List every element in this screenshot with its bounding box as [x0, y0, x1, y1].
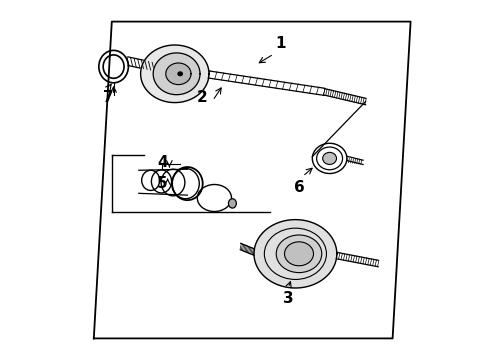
Polygon shape	[254, 220, 337, 288]
Text: 6: 6	[294, 180, 304, 195]
Ellipse shape	[228, 199, 236, 208]
Text: 7: 7	[103, 90, 114, 105]
Polygon shape	[141, 45, 209, 103]
Polygon shape	[166, 63, 191, 85]
Text: 4: 4	[157, 154, 168, 170]
Text: 2: 2	[196, 90, 207, 105]
Ellipse shape	[285, 242, 314, 266]
Ellipse shape	[276, 235, 322, 273]
Ellipse shape	[323, 152, 337, 165]
Text: 3: 3	[283, 291, 294, 306]
Text: 5: 5	[157, 176, 168, 191]
Polygon shape	[153, 53, 200, 95]
Ellipse shape	[178, 72, 182, 76]
Text: 1: 1	[276, 36, 286, 51]
